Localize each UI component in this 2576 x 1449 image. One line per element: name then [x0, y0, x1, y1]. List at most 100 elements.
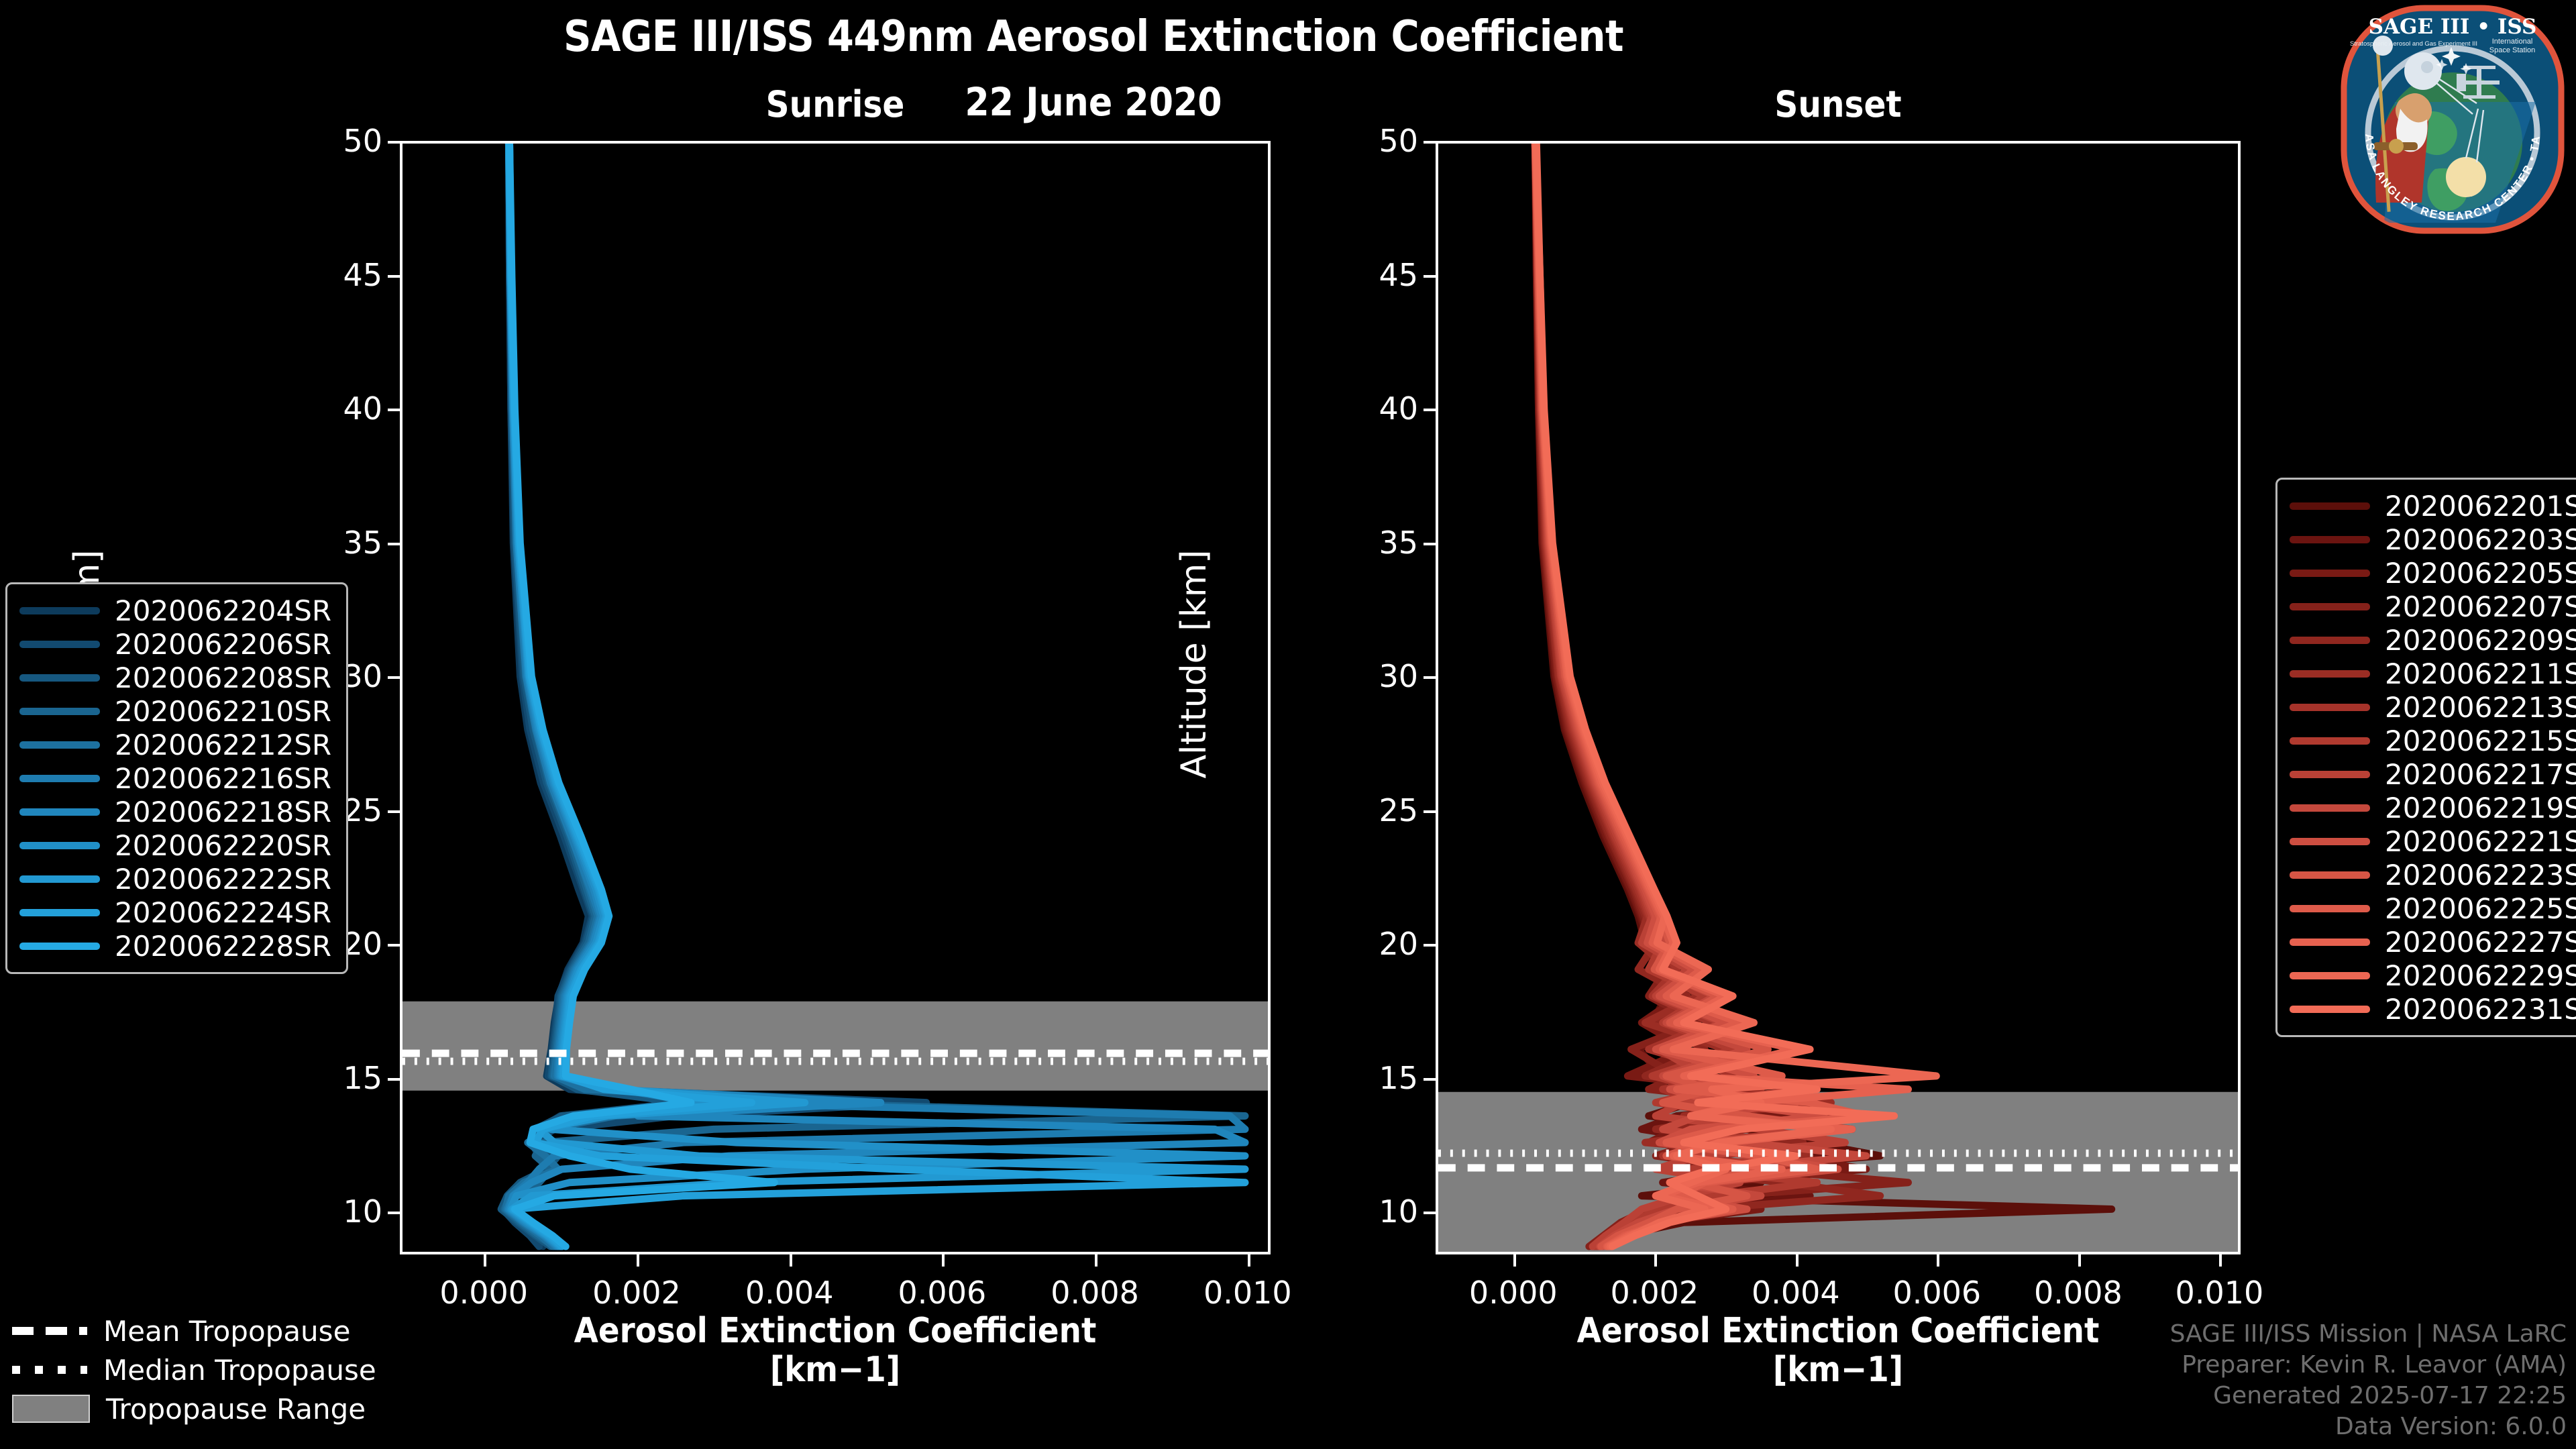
legend-sunrise[interactable]: 2020062204SR 2020062206SR 2020062208SR 2020…: [5, 582, 349, 974]
y-axis-tick-label: 25: [1379, 792, 1418, 828]
legend-color-swatch: [2290, 502, 2370, 510]
list-item[interactable]: 2020062219SS: [2290, 791, 2576, 824]
legend-color-swatch: [2290, 804, 2370, 812]
list-item[interactable]: 2020062215SS: [2290, 724, 2576, 757]
legend-color-swatch: [2290, 535, 2370, 543]
y-axis-tick-label: 50: [1379, 123, 1418, 159]
legend-color-swatch: [2290, 871, 2370, 879]
legend-color-swatch: [2290, 837, 2370, 845]
legend-label: 2020062229SS: [2385, 959, 2576, 992]
y-axis-tick-label: 40: [343, 390, 382, 427]
logo-subtitle-right-1: International: [2492, 38, 2533, 46]
list-item[interactable]: 2020062208SR: [19, 661, 331, 694]
legend-color-swatch: [2290, 703, 2370, 711]
x-axis-tick: [2078, 1254, 2081, 1267]
legend-label: 2020062213SS: [2385, 690, 2576, 724]
list-item: Median Tropopause: [12, 1350, 376, 1389]
x-axis-units-text: [km−1]: [769, 1350, 901, 1391]
x-axis-units-text: [km−1]: [1772, 1350, 1904, 1391]
logo-subtitle-left: Stratospheric Aerosol and Gas Experiment…: [2350, 40, 2477, 48]
axis-ticks-sunset: 10 15 20 25 30 35 40 45 50 0.000 0.002 0.004 0.006 0.…: [1379, 123, 2263, 1311]
x-axis-tick-label: 0.002: [592, 1275, 681, 1311]
list-item[interactable]: 2020062210SR: [19, 694, 331, 728]
list-item[interactable]: 2020062206SR: [19, 627, 331, 661]
legend-label: 2020062224SR: [115, 896, 332, 929]
y-axis-tick: [388, 141, 400, 144]
list-item[interactable]: 2020062211SS: [2290, 657, 2576, 690]
legend-tropopause: Mean Tropopause Median Tropopause Tropop…: [12, 1311, 376, 1428]
y-axis-tick: [1424, 1077, 1436, 1081]
legend-color-swatch: [19, 606, 100, 614]
legend-color-swatch: [2290, 770, 2370, 778]
list-item[interactable]: 2020062221SS: [2290, 824, 2576, 858]
y-axis-tick-label: 15: [1379, 1059, 1418, 1096]
list-item[interactable]: 2020062203SS: [2290, 523, 2576, 556]
legend-color-swatch: [19, 774, 100, 782]
legend-sunset[interactable]: 2020062201SS2020062203SS2020062205SS2020…: [2275, 478, 2576, 1037]
list-item[interactable]: 2020062227SS: [2290, 925, 2576, 959]
legend-color-swatch: [2290, 1005, 2370, 1013]
list-item[interactable]: 2020062205SS: [2290, 556, 2576, 590]
list-item[interactable]: 2020062220SR: [19, 828, 331, 862]
x-axis-title-sunset: Aerosol Extinction Coefficient [km−1]: [1436, 1311, 2241, 1391]
x-axis-tick: [484, 1254, 487, 1267]
y-axis-tick: [388, 274, 400, 278]
x-axis-tick: [1654, 1254, 1658, 1267]
list-item[interactable]: 2020062222SR: [19, 862, 331, 896]
legend-color-swatch: [19, 841, 100, 849]
list-item[interactable]: 2020062217SS: [2290, 757, 2576, 791]
y-axis-tick-label: 45: [343, 256, 382, 293]
y-axis-tick: [388, 409, 400, 412]
legend-label: 2020062225SS: [2385, 892, 2576, 925]
x-axis-tick-label: 0.008: [2034, 1275, 2123, 1311]
y-axis-tick: [388, 810, 400, 813]
y-axis-tick: [1424, 944, 1436, 947]
tropopause-range-band-icon: [12, 1395, 90, 1423]
mean-tropopause-line-icon: [12, 1327, 87, 1335]
legend-color-swatch: [2290, 602, 2370, 610]
legend-color-swatch: [19, 640, 100, 648]
legend-label: 2020062228SR: [115, 929, 332, 963]
y-axis-tick-label: 25: [343, 792, 382, 828]
list-item[interactable]: 2020062225SS: [2290, 892, 2576, 925]
list-item[interactable]: 2020062209SS: [2290, 623, 2576, 657]
list-item[interactable]: 2020062204SR: [19, 594, 331, 627]
legend-label: 2020062208SR: [115, 661, 332, 694]
legend-label: Tropopause Range: [106, 1392, 366, 1426]
y-axis-tick: [388, 676, 400, 680]
legend-label: 2020062218SR: [115, 795, 332, 828]
legend-color-swatch: [2290, 938, 2370, 946]
legend-label: 2020062209SS: [2385, 623, 2576, 657]
list-item[interactable]: 2020062201SS: [2290, 489, 2576, 523]
list-item[interactable]: 2020062213SS: [2290, 690, 2576, 724]
list-item[interactable]: 2020062207SS: [2290, 590, 2576, 623]
list-item[interactable]: 2020062229SS: [2290, 959, 2576, 992]
legend-label: 2020062211SS: [2385, 657, 2576, 690]
list-item: Mean Tropopause: [12, 1311, 376, 1350]
list-item[interactable]: 2020062218SR: [19, 795, 331, 828]
list-item[interactable]: 2020062212SR: [19, 728, 331, 761]
y-axis-tick-label: 35: [343, 524, 382, 561]
axis-ticks-sunrise: 10 15 20 25 30 35 40 45 50 0.000 0.002 0.004 0.006 0.…: [343, 123, 1291, 1311]
profile-line: [1532, 144, 1898, 1250]
legend-label: 2020062222SR: [115, 862, 332, 896]
y-axis-tick-label: 30: [1379, 658, 1418, 695]
panel-title-sunset: Sunset: [1774, 83, 1902, 125]
list-item[interactable]: 2020062223SS: [2290, 858, 2576, 892]
legend-label: Mean Tropopause: [103, 1314, 351, 1348]
legend-color-swatch: [19, 875, 100, 883]
y-axis-tick: [1424, 676, 1436, 680]
list-item[interactable]: 2020062224SR: [19, 896, 331, 929]
y-axis-tick-label: 20: [1379, 926, 1418, 963]
x-axis-title-sunrise: Aerosol Extinction Coefficient [km−1]: [400, 1311, 1271, 1391]
y-axis-tick: [1424, 810, 1436, 813]
legend-label: 2020062201SS: [2385, 489, 2576, 523]
list-item[interactable]: 2020062231SS: [2290, 992, 2576, 1026]
plot-panel-sunrise: [400, 141, 1271, 1254]
list-item[interactable]: 2020062228SR: [19, 929, 331, 963]
list-item[interactable]: 2020062216SR: [19, 761, 331, 795]
legend-label: 2020062212SR: [115, 728, 332, 761]
x-axis-tick: [789, 1254, 792, 1267]
sage3-iss-mission-patch-logo: SAGE III • ISS Stratospheric Aerosol and…: [2334, 1, 2565, 234]
x-axis-tick: [2219, 1254, 2222, 1267]
